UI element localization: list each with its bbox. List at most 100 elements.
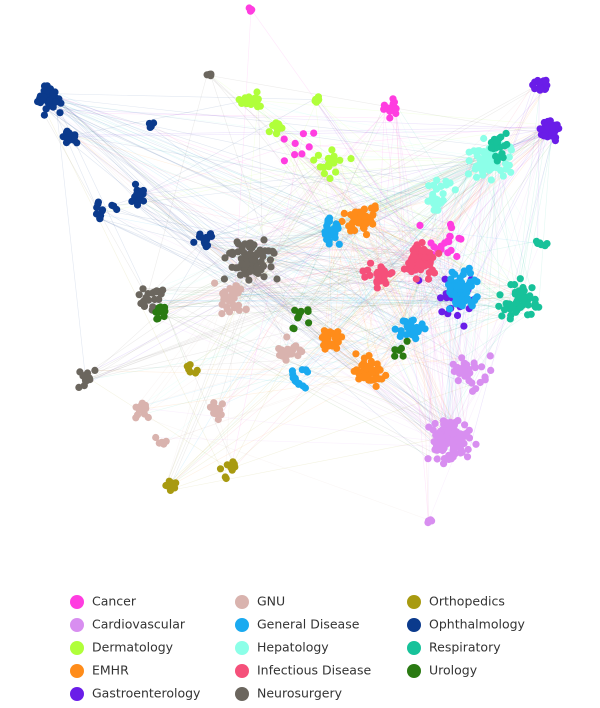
- node: [473, 278, 480, 285]
- node: [441, 239, 448, 246]
- node: [270, 250, 277, 257]
- node: [470, 147, 477, 154]
- node: [132, 414, 139, 421]
- node: [229, 251, 236, 258]
- node: [220, 293, 227, 300]
- node: [192, 369, 199, 376]
- node: [447, 276, 454, 283]
- node: [352, 350, 359, 357]
- node: [315, 152, 322, 159]
- node: [450, 423, 457, 430]
- node: [458, 354, 465, 361]
- legend-label: GNU: [257, 594, 285, 609]
- node: [361, 213, 368, 220]
- node: [373, 383, 380, 390]
- edge: [66, 132, 431, 198]
- node: [300, 130, 307, 137]
- node: [253, 88, 260, 95]
- edge: [146, 378, 369, 409]
- legend-swatch: [235, 618, 249, 632]
- node: [517, 304, 524, 311]
- node: [255, 266, 262, 273]
- node: [292, 140, 299, 147]
- legend-swatch: [407, 618, 421, 632]
- node: [433, 441, 440, 448]
- node: [525, 301, 532, 308]
- node: [541, 242, 548, 249]
- node: [462, 285, 469, 292]
- node: [466, 157, 473, 164]
- edge: [138, 415, 432, 521]
- node: [478, 363, 485, 370]
- legend-swatch: [235, 664, 249, 678]
- node: [497, 167, 504, 174]
- node: [218, 310, 225, 317]
- node: [386, 114, 393, 121]
- node: [455, 377, 462, 384]
- node: [147, 124, 154, 131]
- node: [162, 482, 169, 489]
- node: [473, 174, 480, 181]
- node: [267, 256, 274, 263]
- node: [227, 293, 234, 300]
- node: [266, 128, 273, 135]
- node: [341, 210, 348, 217]
- node: [445, 428, 452, 435]
- node: [321, 170, 328, 177]
- node: [207, 71, 214, 78]
- legend-label: Cancer: [92, 594, 137, 609]
- node: [247, 240, 254, 247]
- node: [291, 307, 298, 314]
- legend-label: Infectious Disease: [257, 663, 371, 678]
- node: [501, 142, 508, 149]
- node: [529, 81, 536, 88]
- legend-swatch: [407, 664, 421, 678]
- node: [330, 160, 337, 167]
- legend-swatch: [70, 618, 84, 632]
- node: [419, 239, 426, 246]
- node: [336, 241, 343, 248]
- legend-label: Dermatology: [92, 640, 174, 655]
- edge: [40, 99, 226, 477]
- legend-swatch: [235, 641, 249, 655]
- node: [230, 287, 237, 294]
- node: [437, 183, 444, 190]
- node: [461, 421, 468, 428]
- node: [416, 222, 423, 229]
- node: [421, 247, 428, 254]
- node: [506, 154, 513, 161]
- node: [334, 222, 341, 229]
- node: [229, 465, 236, 472]
- node: [326, 175, 333, 182]
- node: [507, 315, 514, 322]
- node: [382, 280, 389, 287]
- node: [275, 345, 282, 352]
- node: [524, 311, 531, 318]
- node: [457, 236, 464, 243]
- node: [471, 359, 478, 366]
- legend-swatch: [70, 687, 84, 701]
- node: [472, 165, 479, 172]
- node: [521, 294, 528, 301]
- legend-label: Orthopedics: [429, 594, 505, 609]
- node: [453, 253, 460, 260]
- node: [466, 427, 473, 434]
- node: [439, 439, 446, 446]
- legend-label: Urology: [429, 663, 478, 678]
- node: [43, 105, 50, 112]
- node: [540, 132, 547, 139]
- node: [332, 169, 339, 176]
- node: [488, 144, 495, 151]
- node: [223, 303, 230, 310]
- node: [455, 283, 462, 290]
- node: [294, 314, 301, 321]
- node: [244, 251, 251, 258]
- node: [56, 109, 63, 116]
- node: [283, 333, 290, 340]
- node: [373, 279, 380, 286]
- node: [419, 320, 426, 327]
- node: [434, 207, 441, 214]
- node: [41, 112, 48, 119]
- node: [347, 155, 354, 162]
- node: [64, 128, 71, 135]
